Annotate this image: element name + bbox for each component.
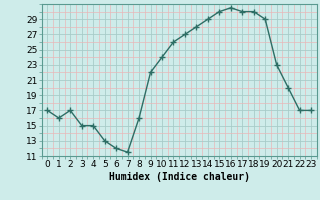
X-axis label: Humidex (Indice chaleur): Humidex (Indice chaleur) [109,172,250,182]
